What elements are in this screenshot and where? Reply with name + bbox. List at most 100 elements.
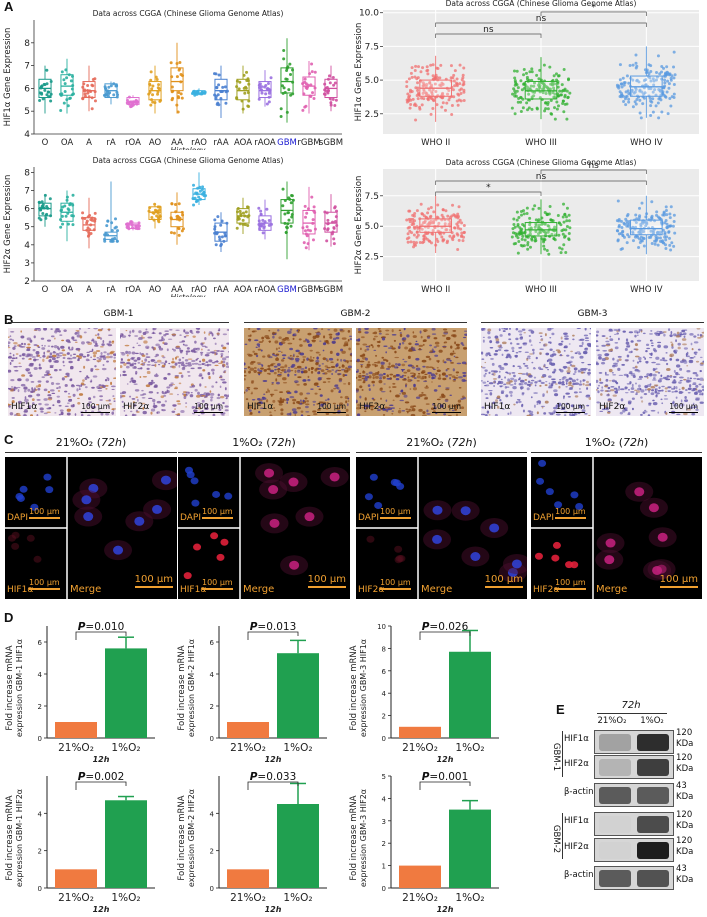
data-point bbox=[311, 91, 315, 95]
nucleus bbox=[676, 364, 681, 368]
data-point bbox=[429, 112, 433, 116]
bar-hypoxia bbox=[449, 651, 491, 738]
nucleus bbox=[254, 339, 259, 342]
nucleus bbox=[656, 330, 660, 333]
nucleus bbox=[547, 358, 553, 362]
nucleus bbox=[275, 347, 278, 351]
nucleus bbox=[392, 382, 396, 385]
protein-band bbox=[637, 787, 669, 804]
nucleus bbox=[632, 359, 635, 362]
comparison-bracket bbox=[435, 191, 542, 196]
nucleus bbox=[554, 393, 559, 397]
nucleus bbox=[224, 387, 227, 391]
nucleus bbox=[9, 352, 12, 355]
nucleus bbox=[205, 361, 209, 363]
data-point bbox=[89, 231, 93, 235]
nucleus bbox=[418, 408, 423, 412]
data-point bbox=[180, 229, 184, 233]
data-point bbox=[628, 63, 632, 67]
data-point bbox=[241, 218, 245, 222]
nucleus bbox=[501, 341, 507, 345]
data-point bbox=[622, 83, 626, 87]
nucleus bbox=[61, 377, 65, 381]
nucleus bbox=[611, 372, 614, 374]
nucleus bbox=[636, 339, 642, 342]
data-point bbox=[649, 114, 653, 118]
data-point bbox=[412, 103, 416, 107]
nucleus bbox=[462, 346, 467, 350]
nucleus bbox=[296, 355, 300, 358]
data-point bbox=[631, 63, 635, 67]
data-point bbox=[633, 100, 637, 104]
data-point bbox=[169, 231, 173, 235]
data-point bbox=[43, 88, 47, 92]
nucleus bbox=[489, 392, 493, 396]
nucleus bbox=[150, 359, 156, 362]
nucleus bbox=[516, 399, 521, 401]
data-point bbox=[286, 211, 290, 215]
nucleus bbox=[79, 370, 82, 373]
data-point bbox=[567, 77, 571, 81]
nucleus bbox=[652, 367, 656, 372]
if-image-grid: DAPI HIF2α Merge 100 μm 100 μm 100 μm bbox=[531, 457, 702, 599]
nucleus bbox=[90, 379, 93, 383]
nucleus bbox=[185, 351, 188, 356]
nucleus bbox=[310, 370, 314, 374]
nucleus bbox=[608, 380, 612, 382]
nucleus bbox=[71, 346, 74, 350]
nucleus bbox=[503, 362, 508, 366]
x-tick-label: 21%O₂ bbox=[230, 892, 266, 904]
box bbox=[38, 202, 52, 217]
data-point bbox=[563, 234, 567, 238]
nucleus bbox=[563, 346, 566, 349]
nucleus bbox=[578, 344, 583, 348]
nucleus bbox=[667, 386, 672, 389]
marker-signal bbox=[11, 542, 20, 550]
nucleus bbox=[443, 331, 449, 334]
scale-bar: 100 μm bbox=[135, 574, 173, 588]
nucleus bbox=[358, 374, 362, 379]
nucleus bbox=[548, 384, 553, 389]
data-point bbox=[647, 72, 651, 76]
data-point bbox=[111, 239, 115, 243]
data-point bbox=[513, 91, 517, 95]
nucleus bbox=[120, 374, 122, 377]
nucleus bbox=[508, 338, 512, 341]
nucleus bbox=[495, 338, 500, 342]
nucleus bbox=[483, 413, 488, 416]
nucleus bbox=[481, 328, 484, 331]
data-point bbox=[410, 75, 414, 79]
nucleus bbox=[528, 374, 533, 378]
data-point bbox=[532, 84, 536, 88]
nucleus bbox=[570, 350, 573, 353]
nucleus bbox=[266, 399, 269, 403]
nucleus bbox=[411, 408, 416, 412]
x-tick-label: WHO IV bbox=[630, 138, 663, 148]
data-point bbox=[546, 107, 550, 111]
nucleus bbox=[451, 375, 456, 378]
data-point bbox=[410, 66, 414, 70]
nucleus bbox=[292, 410, 298, 414]
nucleus bbox=[208, 359, 213, 363]
x-tick-label: rAO bbox=[191, 138, 207, 148]
nucleus bbox=[421, 391, 424, 394]
nucleus bbox=[330, 389, 334, 393]
nucleus bbox=[596, 349, 600, 352]
nucleus bbox=[253, 407, 257, 410]
x-tick-label: 1%O₂ bbox=[283, 742, 312, 754]
nucleus bbox=[152, 331, 155, 335]
nucleus bbox=[99, 345, 104, 348]
nucleus bbox=[454, 341, 457, 345]
merged-nucleus bbox=[489, 523, 500, 533]
nucleus bbox=[628, 351, 633, 354]
data-point bbox=[634, 53, 638, 57]
nucleus bbox=[62, 357, 66, 360]
nucleus bbox=[108, 340, 112, 344]
merge-label: Merge bbox=[70, 584, 102, 595]
data-point bbox=[542, 240, 546, 244]
nucleus bbox=[345, 408, 349, 412]
nucleus bbox=[661, 402, 664, 405]
data-point bbox=[548, 204, 552, 208]
panel-label-d: D bbox=[4, 610, 14, 625]
nucleus bbox=[537, 399, 541, 403]
